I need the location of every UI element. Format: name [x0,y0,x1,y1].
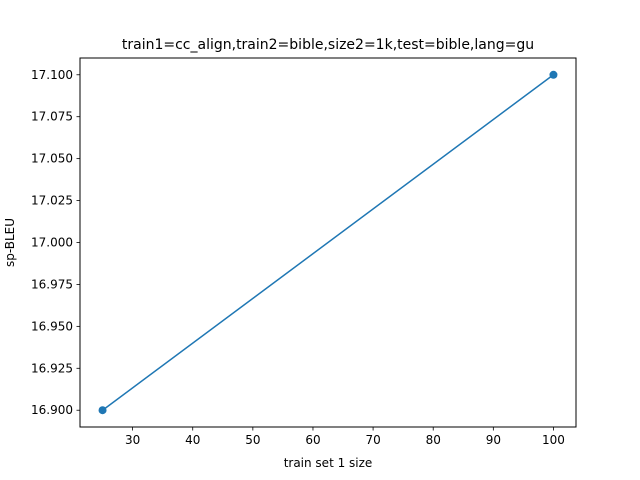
x-tick-label: 50 [245,433,260,447]
y-tick-label: 16.975 [31,277,73,291]
y-tick-label: 17.025 [31,194,73,208]
y-axis-label: sp-BLEU [3,218,17,267]
x-tick-label: 100 [542,433,565,447]
x-tick-label: 30 [125,433,140,447]
y-tick-label: 17.075 [31,110,73,124]
x-axis-label: train set 1 size [284,456,373,470]
x-axis: 30 40 50 60 70 80 90 100 [125,427,565,447]
x-tick-label: 40 [185,433,200,447]
y-tick-label: 16.950 [31,319,73,333]
y-tick-label: 17.100 [31,68,73,82]
x-tick-label: 60 [305,433,320,447]
plot-area [79,57,577,428]
data-point [549,70,558,79]
x-tick-label: 70 [365,433,380,447]
y-tick-label: 16.925 [31,361,73,375]
y-tick-label: 17.000 [31,236,73,250]
x-tick-label: 90 [486,433,501,447]
chart-title: train1=cc_align,train2=bible,size2=1k,te… [122,37,534,53]
y-tick-label: 17.050 [31,152,73,166]
series-line [102,74,554,411]
y-axis: 16.900 16.925 16.950 16.975 17.000 17.025 17.0… [31,68,80,417]
y-tick-label: 16.900 [31,403,73,417]
series-layer [98,70,558,415]
data-point [98,406,107,415]
x-tick-label: 80 [426,433,441,447]
